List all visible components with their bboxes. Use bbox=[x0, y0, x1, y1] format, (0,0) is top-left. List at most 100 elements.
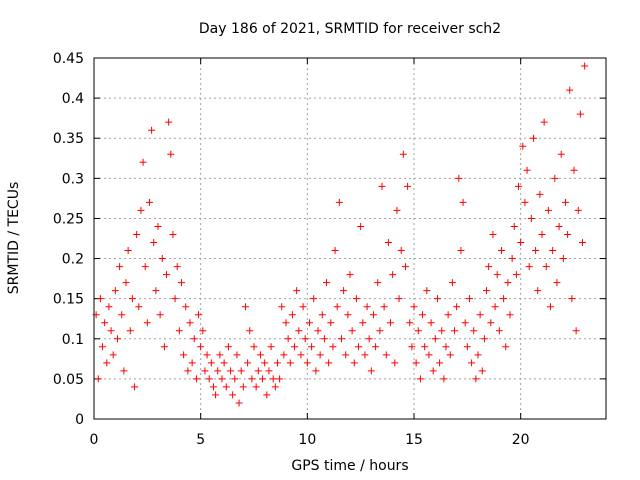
data-point bbox=[295, 327, 303, 335]
data-point bbox=[438, 327, 446, 335]
data-point bbox=[367, 367, 375, 375]
data-point bbox=[303, 359, 311, 367]
data-point bbox=[344, 311, 352, 319]
data-point bbox=[395, 295, 403, 303]
data-point bbox=[312, 367, 320, 375]
data-point bbox=[521, 198, 529, 206]
data-point bbox=[227, 367, 235, 375]
data-point bbox=[244, 359, 252, 367]
data-point bbox=[384, 239, 392, 247]
y-tick-label: 0.1 bbox=[62, 332, 84, 348]
data-point bbox=[429, 367, 437, 375]
data-point bbox=[457, 247, 465, 255]
data-point bbox=[399, 150, 407, 158]
data-point bbox=[308, 343, 316, 351]
data-point bbox=[96, 295, 104, 303]
data-point bbox=[527, 214, 535, 222]
y-tick-label: 0.4 bbox=[62, 91, 84, 107]
data-point bbox=[107, 327, 115, 335]
data-point bbox=[416, 375, 424, 383]
data-point bbox=[241, 303, 249, 311]
data-point bbox=[346, 271, 354, 279]
data-point bbox=[261, 359, 269, 367]
data-point bbox=[284, 335, 292, 343]
data-point bbox=[461, 319, 469, 327]
data-point bbox=[214, 367, 222, 375]
data-point bbox=[229, 391, 237, 399]
data-point bbox=[101, 319, 109, 327]
data-point bbox=[237, 367, 245, 375]
data-point bbox=[141, 263, 149, 271]
data-point bbox=[421, 343, 429, 351]
data-point bbox=[502, 343, 510, 351]
data-point bbox=[254, 367, 262, 375]
data-point bbox=[448, 279, 456, 287]
data-point bbox=[414, 327, 422, 335]
chart-title: Day 186 of 2021, SRMTID for receiver sch… bbox=[199, 21, 501, 37]
data-point bbox=[491, 303, 499, 311]
data-point bbox=[365, 335, 373, 343]
data-point bbox=[478, 367, 486, 375]
data-point bbox=[201, 367, 209, 375]
data-point bbox=[131, 383, 139, 391]
data-point bbox=[376, 327, 384, 335]
data-point bbox=[323, 279, 331, 287]
y-axis-label: SRMTID / TECUs bbox=[6, 182, 22, 295]
data-point bbox=[572, 327, 580, 335]
data-point bbox=[529, 134, 537, 142]
data-point bbox=[574, 206, 582, 214]
data-point bbox=[280, 351, 288, 359]
data-point bbox=[118, 311, 126, 319]
data-point bbox=[391, 359, 399, 367]
y-tick-label: 0.05 bbox=[53, 372, 84, 388]
data-point bbox=[267, 343, 275, 351]
data-point bbox=[363, 303, 371, 311]
data-point bbox=[276, 375, 284, 383]
data-point bbox=[128, 295, 136, 303]
data-point bbox=[355, 343, 363, 351]
data-point bbox=[207, 359, 215, 367]
data-point bbox=[180, 351, 188, 359]
data-point bbox=[188, 359, 196, 367]
data-point bbox=[372, 343, 380, 351]
data-point bbox=[175, 327, 183, 335]
data-point bbox=[497, 247, 505, 255]
data-point bbox=[273, 359, 281, 367]
data-point bbox=[425, 351, 433, 359]
data-point bbox=[184, 367, 192, 375]
data-point bbox=[103, 359, 111, 367]
data-point bbox=[340, 287, 348, 295]
x-tick-label: 15 bbox=[405, 432, 423, 448]
data-point bbox=[410, 303, 418, 311]
data-point bbox=[160, 343, 168, 351]
plot-frame bbox=[93, 57, 607, 420]
data-point bbox=[564, 230, 572, 238]
data-point bbox=[259, 375, 267, 383]
data-point bbox=[263, 391, 271, 399]
data-point bbox=[576, 110, 584, 118]
data-point bbox=[246, 327, 254, 335]
data-point bbox=[124, 247, 132, 255]
data-point bbox=[547, 303, 555, 311]
data-point bbox=[231, 375, 239, 383]
data-point bbox=[171, 295, 179, 303]
data-point bbox=[282, 319, 290, 327]
data-point bbox=[154, 222, 162, 230]
data-point bbox=[382, 351, 390, 359]
data-point bbox=[156, 311, 164, 319]
data-point bbox=[199, 327, 207, 335]
data-point bbox=[561, 198, 569, 206]
data-point bbox=[335, 198, 343, 206]
data-point bbox=[310, 295, 318, 303]
data-point bbox=[145, 198, 153, 206]
data-point bbox=[177, 279, 185, 287]
data-point bbox=[293, 287, 301, 295]
data-point bbox=[544, 206, 552, 214]
y-tick-label: 0.2 bbox=[62, 252, 84, 268]
data-point bbox=[337, 335, 345, 343]
data-point bbox=[453, 303, 461, 311]
data-point bbox=[314, 327, 322, 335]
data-point bbox=[278, 303, 286, 311]
data-point bbox=[555, 222, 563, 230]
data-point bbox=[506, 311, 514, 319]
